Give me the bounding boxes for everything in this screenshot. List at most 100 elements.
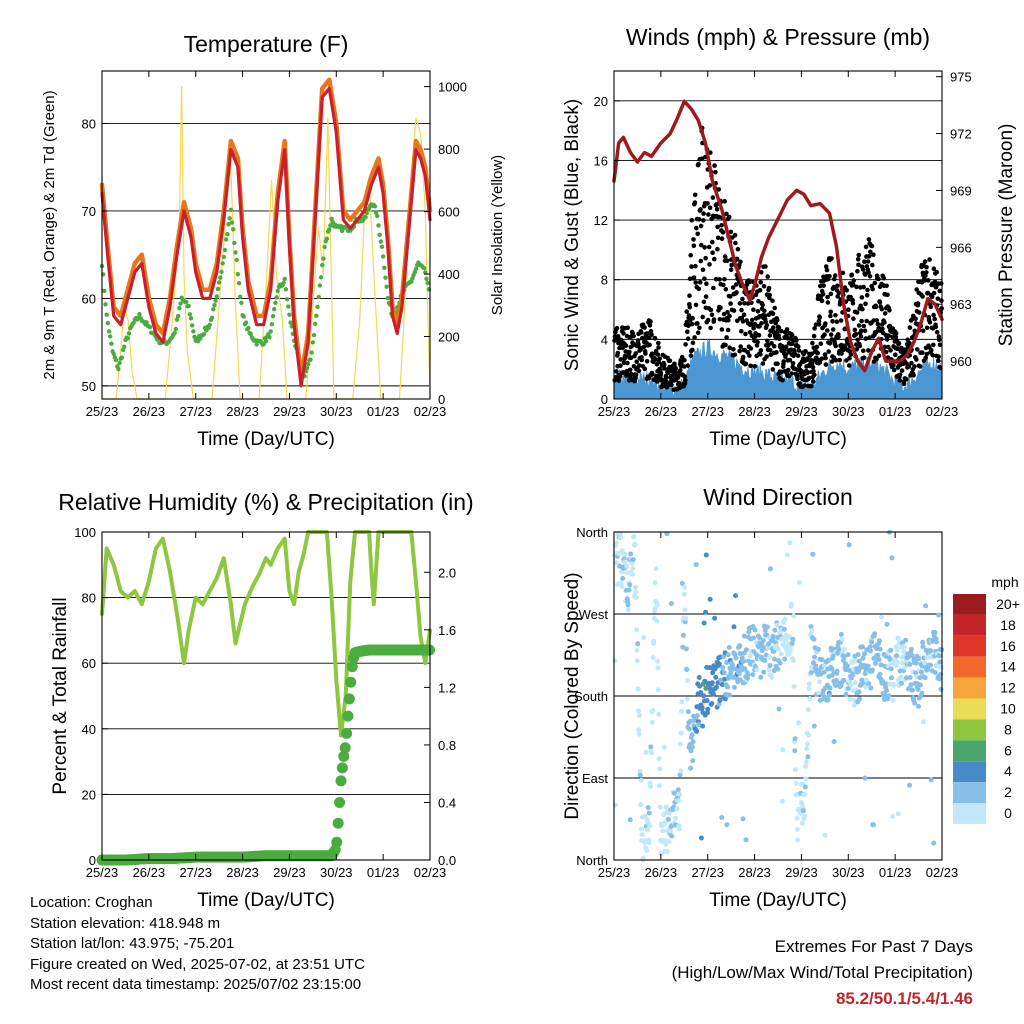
dewpoint-point [315,304,320,310]
x-tick-label: 26/23 [645,404,678,419]
gust-point [700,314,705,320]
direction-point [805,754,811,760]
gust-point [695,330,701,336]
gust-point [685,363,691,368]
created-text: Figure created on Wed, 2025-07-02, at 23… [30,955,365,973]
gust-point [905,337,910,343]
direction-point [742,666,748,672]
direction-point [643,749,649,755]
gust-point [920,328,926,334]
gust-point [836,290,842,296]
gust-point [732,352,738,358]
direction-point [637,768,643,774]
direction-point [679,708,685,714]
gust-point [866,270,871,275]
dewpoint-point [106,329,112,334]
direction-point [791,684,797,689]
direction-point [684,696,690,702]
gust-point [854,284,859,290]
chart-title: Winds (mph) & Pressure (mb) [626,24,930,50]
dewpoint-point [305,361,311,367]
gust-point [803,349,808,354]
gust-point [848,352,854,357]
x-tick-label: 29/23 [273,404,306,419]
direction-point [740,816,746,822]
gust-point [727,345,732,351]
dewpoint-point [190,323,195,328]
direction-point [631,534,637,539]
gust-point [686,313,692,318]
gust-point [937,288,943,294]
direction-point [867,644,873,650]
direction-point [807,696,813,701]
direction-point [770,633,776,639]
gust-point [935,296,941,302]
gust-point [767,333,773,338]
gust-point [693,280,698,285]
gust-point [648,328,654,334]
direction-point [725,684,731,690]
chart-title: Temperature (F) [184,31,349,57]
gust-point [873,304,879,310]
direction-point [709,680,715,686]
direction-point [660,828,666,834]
direction-point [674,806,680,812]
gust-point [722,199,727,204]
direction-point [912,700,918,706]
direction-point [710,691,716,697]
gust-point [691,243,697,248]
gust-point [696,217,702,222]
gust-point [795,376,800,382]
gust-point [659,377,664,382]
gust-point [702,276,707,282]
gust-point [879,306,885,312]
gust-point [635,338,641,343]
direction-point [931,840,937,846]
x-tick-label: 26/23 [133,865,166,880]
gust-point [765,338,770,344]
direction-point [649,719,655,725]
direction-point [737,651,743,656]
gust-point [812,372,817,378]
direction-point [938,664,944,670]
direction-point [677,741,683,747]
gust-point [760,361,766,366]
direction-point [811,723,817,729]
precip-point [346,661,358,673]
direction-point [721,654,727,660]
x-tick-label: 27/23 [691,865,724,880]
direction-point [701,620,707,626]
direction-point [841,654,847,660]
gust-point [667,358,673,364]
gust-point [823,355,828,361]
gust-point [722,254,728,259]
direction-point [677,772,683,778]
gust-point [907,325,913,330]
y2-axis-label: Solar Insolation (Yellow) [489,155,506,315]
precip-point [332,817,344,829]
dewpoint-point [144,320,149,325]
gust-point [825,294,830,300]
gust-point [717,317,723,322]
gust-point [855,257,861,262]
gust-point [872,280,878,286]
direction-point [671,790,677,796]
direction-point [638,777,644,783]
gust-point [682,358,687,363]
direction-point [694,713,700,719]
direction-point [641,635,647,641]
direction-point [656,711,662,717]
direction-point [619,548,625,554]
dewpoint-point [321,256,326,261]
direction-point [878,662,884,668]
gust-point [789,371,794,376]
dewpoint-point [282,276,287,282]
dewpoint-point [339,228,345,234]
direction-point [794,826,800,832]
gust-point [638,347,643,353]
dewpoint-point [211,307,216,312]
gust-point [881,275,887,281]
x-tick-label: 29/23 [273,865,306,880]
direction-point [655,665,661,671]
direction-point [780,747,786,753]
